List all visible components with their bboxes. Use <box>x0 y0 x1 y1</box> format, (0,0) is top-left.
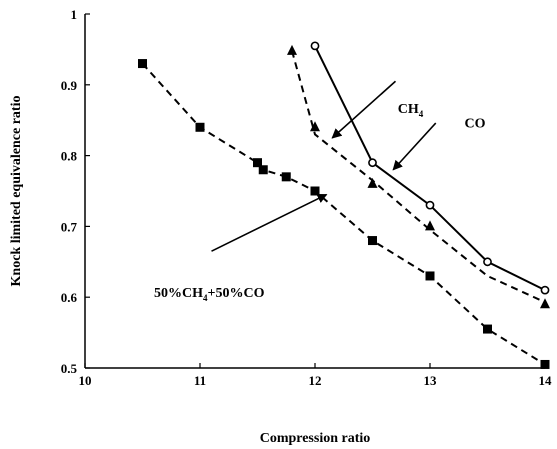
series-layer <box>138 41 550 369</box>
data-point-ch4 <box>367 177 378 188</box>
data-point-ch4 <box>310 121 320 132</box>
data-point-ch4 <box>425 220 435 231</box>
data-point-50-ch4-50-co <box>138 59 147 69</box>
x-axis-label: Compression ratio <box>260 431 371 446</box>
data-point-ch4 <box>540 298 550 309</box>
x-tick-label: 11 <box>194 373 206 388</box>
y-tick-label: 0.7 <box>61 219 78 234</box>
annotation-arrow-50-ch4-50-co <box>211 193 328 252</box>
x-tick-label: 13 <box>424 373 438 388</box>
y-tick-label: 0.6 <box>61 290 78 305</box>
data-point-50-ch4-50-co <box>195 122 205 132</box>
data-point-50-ch4-50-co <box>540 359 550 369</box>
y-axis-label: Knock limited equivalence ratio <box>9 96 24 287</box>
axes: 10 11 12 13 14 0.5 0.6 0.7 0.8 0.9 1 <box>61 7 552 388</box>
data-point-co <box>310 41 320 51</box>
annotation-label-ch4: CH4 <box>398 102 424 119</box>
annotation-arrow-ch4 <box>331 80 397 139</box>
y-tick-label: 0.8 <box>61 149 78 164</box>
data-point-co <box>483 257 492 267</box>
data-point-co <box>368 158 377 168</box>
x-tick-label: 14 <box>539 373 553 388</box>
data-point-50-ch4-50-co <box>258 165 268 175</box>
data-point-50-ch4-50-co <box>425 271 435 281</box>
series-ch4 <box>287 44 550 309</box>
series-co <box>310 41 550 295</box>
series-50-ch4-50-co <box>138 59 550 369</box>
data-point-ch4 <box>287 44 297 55</box>
series-line-50-ch4-50-co <box>141 62 546 366</box>
data-point-50-ch4-50-co <box>253 158 262 168</box>
x-tick-label: 10 <box>79 373 92 388</box>
data-point-co <box>425 200 435 210</box>
annotation-arrow-co <box>392 122 437 171</box>
x-tick-label: 12 <box>309 373 322 388</box>
data-point-50-ch4-50-co <box>281 172 291 182</box>
series-line-ch4 <box>291 50 546 304</box>
data-point-50-ch4-50-co <box>483 324 492 334</box>
series-line-co <box>314 45 546 291</box>
data-point-50-ch4-50-co <box>368 236 377 246</box>
y-tick-label: 1 <box>71 7 78 22</box>
annotation-layer: CH4 CO 50%CH4+50%CO <box>154 80 486 303</box>
annotation-label-co: CO <box>465 116 486 131</box>
y-tick-label: 0.5 <box>61 361 78 376</box>
annotation-label-50-ch4-50-co: 50%CH4+50%CO <box>154 286 265 303</box>
data-point-co <box>540 285 550 295</box>
data-point-50-ch4-50-co <box>310 186 320 196</box>
y-tick-label: 0.9 <box>61 78 78 93</box>
